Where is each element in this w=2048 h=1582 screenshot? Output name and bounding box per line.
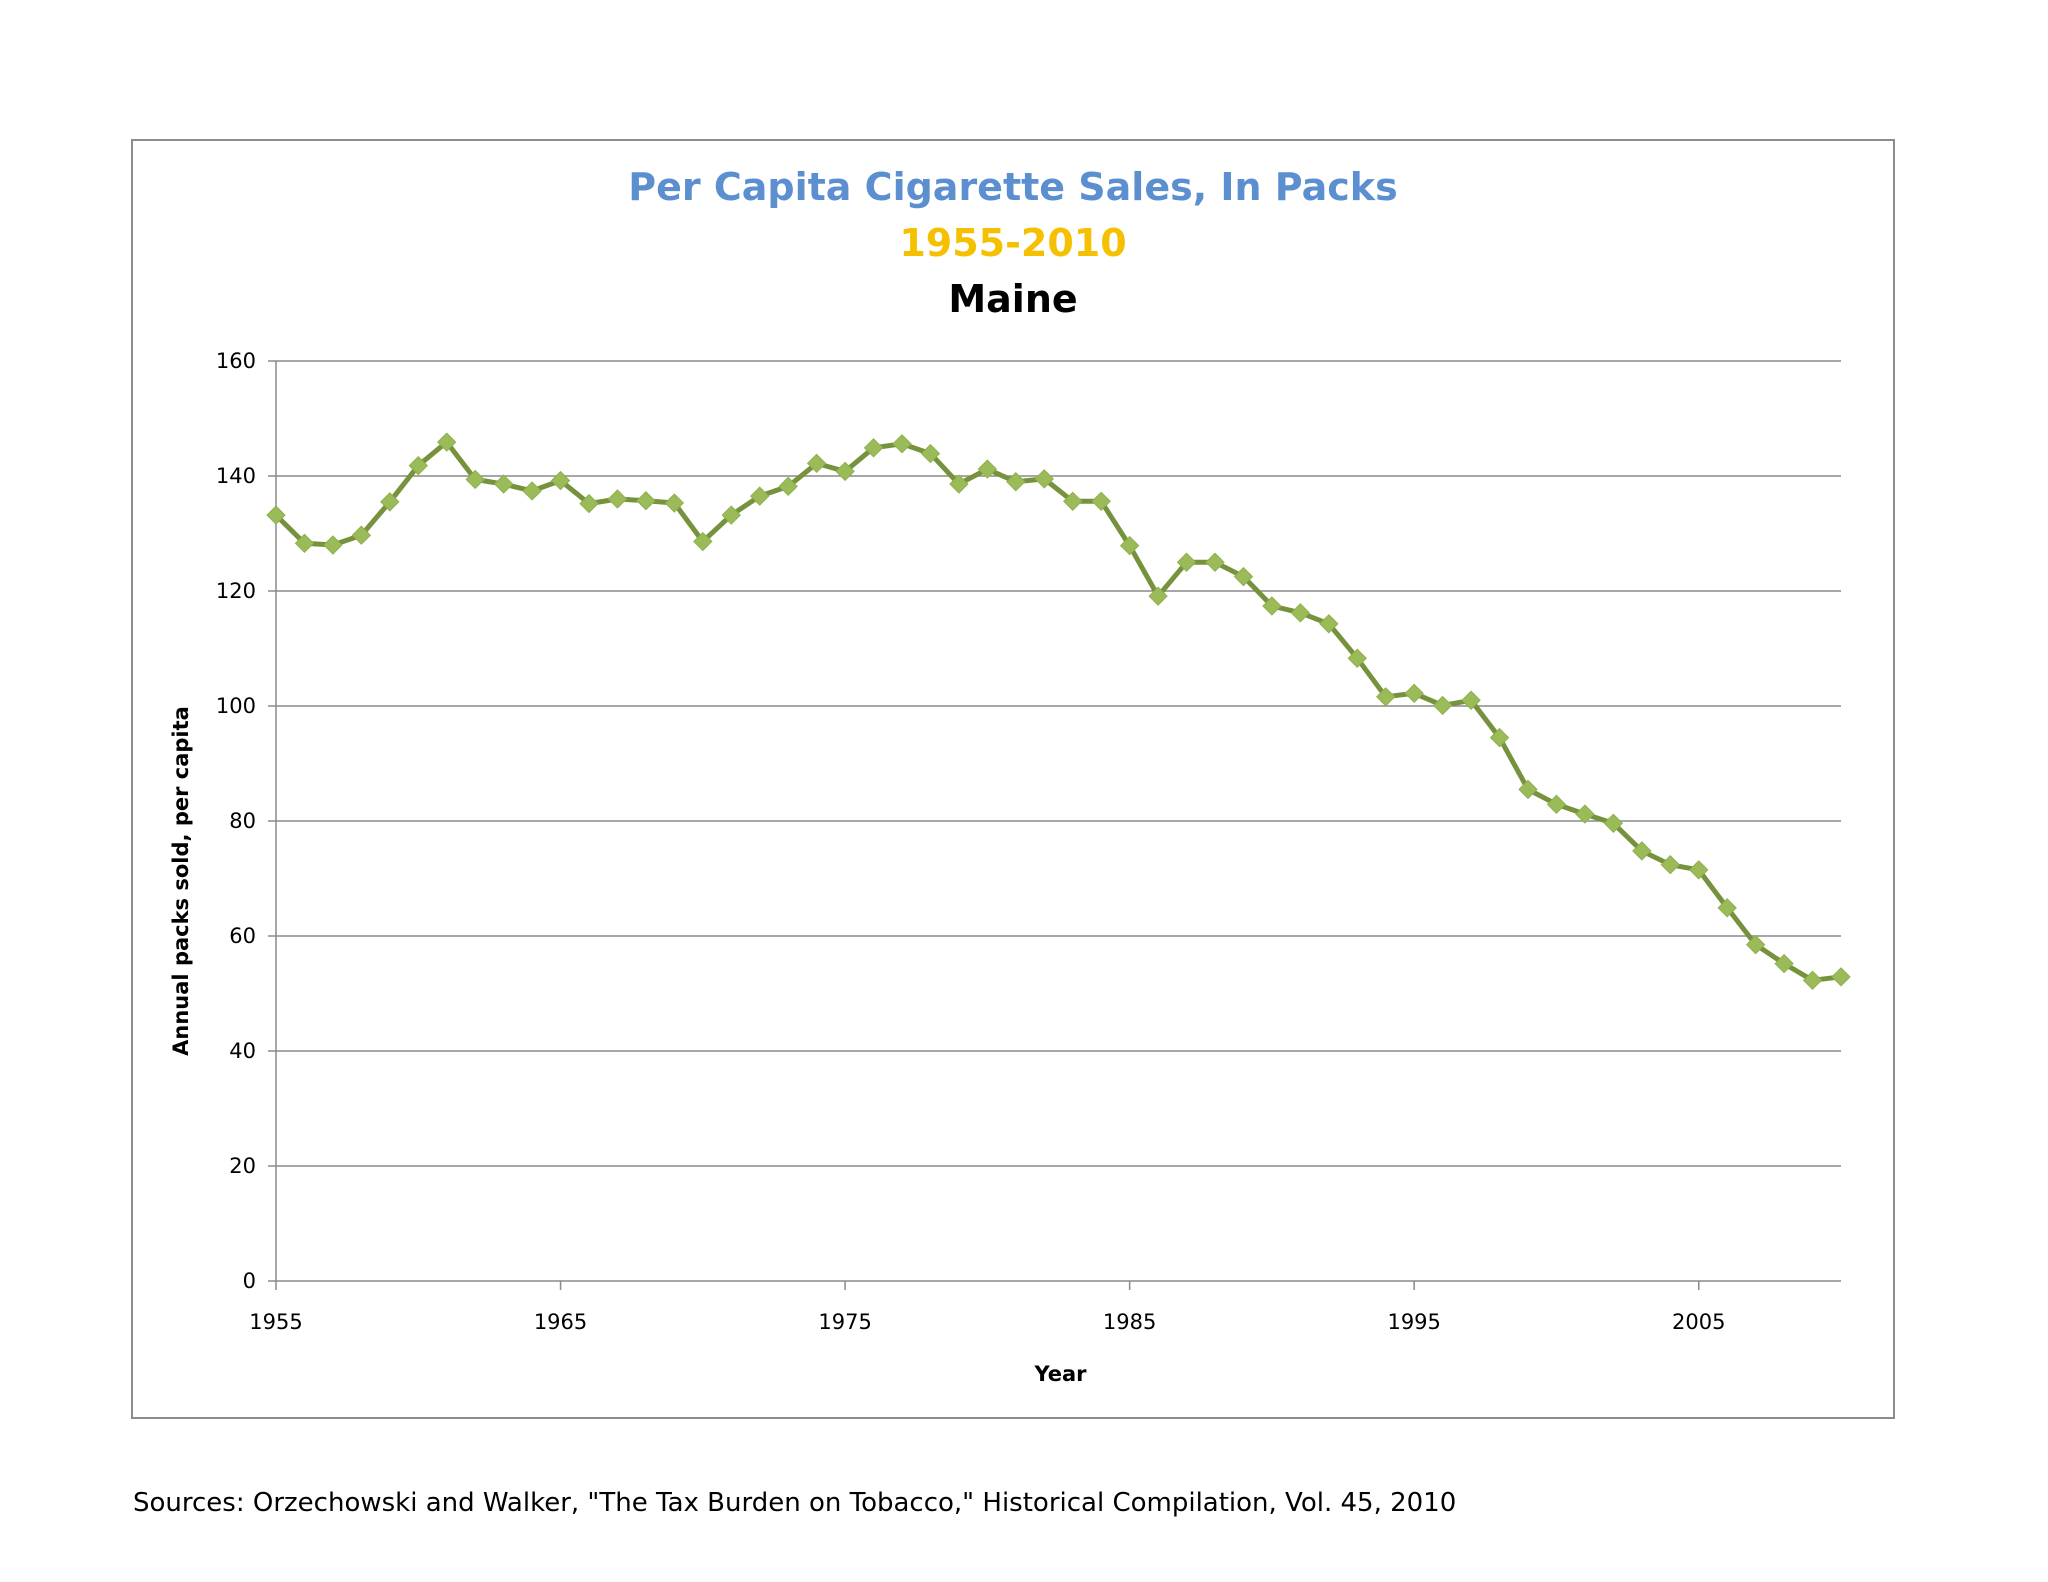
data-point-1982 [1034, 469, 1054, 489]
data-point-1990 [1262, 596, 1282, 616]
chart-region-label: Maine [948, 277, 1078, 321]
data-point-1993 [1347, 648, 1367, 668]
y-tick-label-40: 40 [229, 1039, 256, 1063]
data-point-1979 [949, 474, 969, 494]
data-point-2010 [1831, 967, 1851, 987]
data-point-1965 [550, 470, 571, 491]
data-point-1961 [437, 432, 457, 452]
data-point-1980 [977, 459, 998, 479]
x-tick-label-1985: 1985 [1103, 1310, 1156, 1334]
data-point-2007 [1745, 934, 1766, 955]
data-point-2006 [1717, 898, 1737, 918]
data-point-1956 [294, 533, 315, 553]
data-point-1981 [1006, 472, 1026, 492]
data-point-1957 [323, 535, 343, 555]
chart-subtitle: 1955-2010 [899, 221, 1127, 265]
data-point-1978 [920, 443, 941, 464]
y-tick-label-120: 120 [216, 579, 256, 603]
data-point-1994 [1376, 687, 1396, 707]
x-tick-label-1955: 1955 [249, 1310, 302, 1334]
data-point-2001 [1575, 804, 1595, 824]
data-point-1992 [1319, 614, 1339, 634]
series-line-0 [274, 439, 1842, 983]
data-point-2008 [1774, 953, 1794, 974]
data-point-1991 [1290, 603, 1311, 623]
x-tick-label-2005: 2005 [1672, 1310, 1725, 1334]
data-point-1986 [1148, 586, 1168, 606]
y-tick-label-80: 80 [229, 809, 256, 833]
x-axis-title: Year [1033, 1362, 1087, 1386]
data-point-1977 [892, 434, 912, 454]
data-point-1964 [522, 481, 542, 501]
source-note: Sources: Orzechowski and Walker, "The Ta… [133, 1488, 1457, 1518]
y-tick-label-20: 20 [229, 1154, 256, 1178]
data-point-1997 [1461, 690, 1481, 710]
data-point-1989 [1233, 566, 1254, 587]
data-point-1966 [579, 493, 599, 514]
data-point-1959 [380, 492, 400, 512]
x-tick-label-1965: 1965 [534, 1310, 587, 1334]
data-point-1995 [1404, 683, 1424, 704]
data-point-2002 [1603, 813, 1624, 834]
y-axis-title: Annual packs sold, per capita [169, 706, 193, 1056]
chart-title: Per Capita Cigarette Sales, In Packs [628, 165, 1398, 209]
data-point-1999 [1518, 779, 1538, 800]
y-tick-label-160: 160 [216, 349, 256, 373]
y-tick-label-140: 140 [216, 464, 256, 488]
data-point-1960 [408, 455, 428, 476]
data-point-1983 [1063, 491, 1083, 512]
data-point-1963 [493, 474, 514, 494]
data-point-1996 [1432, 695, 1453, 716]
x-tick-label-1975: 1975 [818, 1310, 871, 1334]
data-point-1968 [636, 491, 656, 511]
data-point-2005 [1689, 860, 1709, 880]
data-point-1975 [835, 461, 855, 482]
data-point-1958 [351, 525, 372, 545]
data-point-1967 [607, 489, 628, 509]
data-point-1985 [1119, 535, 1140, 556]
data-point-1998 [1489, 727, 1510, 748]
data-point-2003 [1632, 841, 1652, 861]
data-point-1955 [266, 505, 286, 525]
y-tick-label-0: 0 [243, 1269, 256, 1293]
data-point-1972 [750, 486, 770, 506]
data-point-1984 [1091, 491, 1111, 512]
data-point-1976 [863, 438, 884, 458]
x-tick-label-1995: 1995 [1387, 1310, 1440, 1334]
data-point-1971 [721, 505, 741, 525]
data-point-1988 [1205, 552, 1225, 572]
data-point-2009 [1802, 970, 1823, 990]
chart-container: Per Capita Cigarette Sales, In Packs 195… [131, 139, 1895, 1419]
y-tick-label-100: 100 [216, 694, 256, 718]
data-point-1970 [693, 531, 713, 552]
data-point-2000 [1546, 794, 1567, 815]
data-point-1987 [1176, 552, 1197, 572]
y-tick-label-60: 60 [229, 924, 256, 948]
data-point-2004 [1660, 854, 1680, 875]
data-point-1973 [778, 476, 798, 497]
data-point-1969 [664, 493, 685, 513]
data-point-1962 [465, 469, 485, 490]
data-point-1974 [806, 453, 827, 474]
